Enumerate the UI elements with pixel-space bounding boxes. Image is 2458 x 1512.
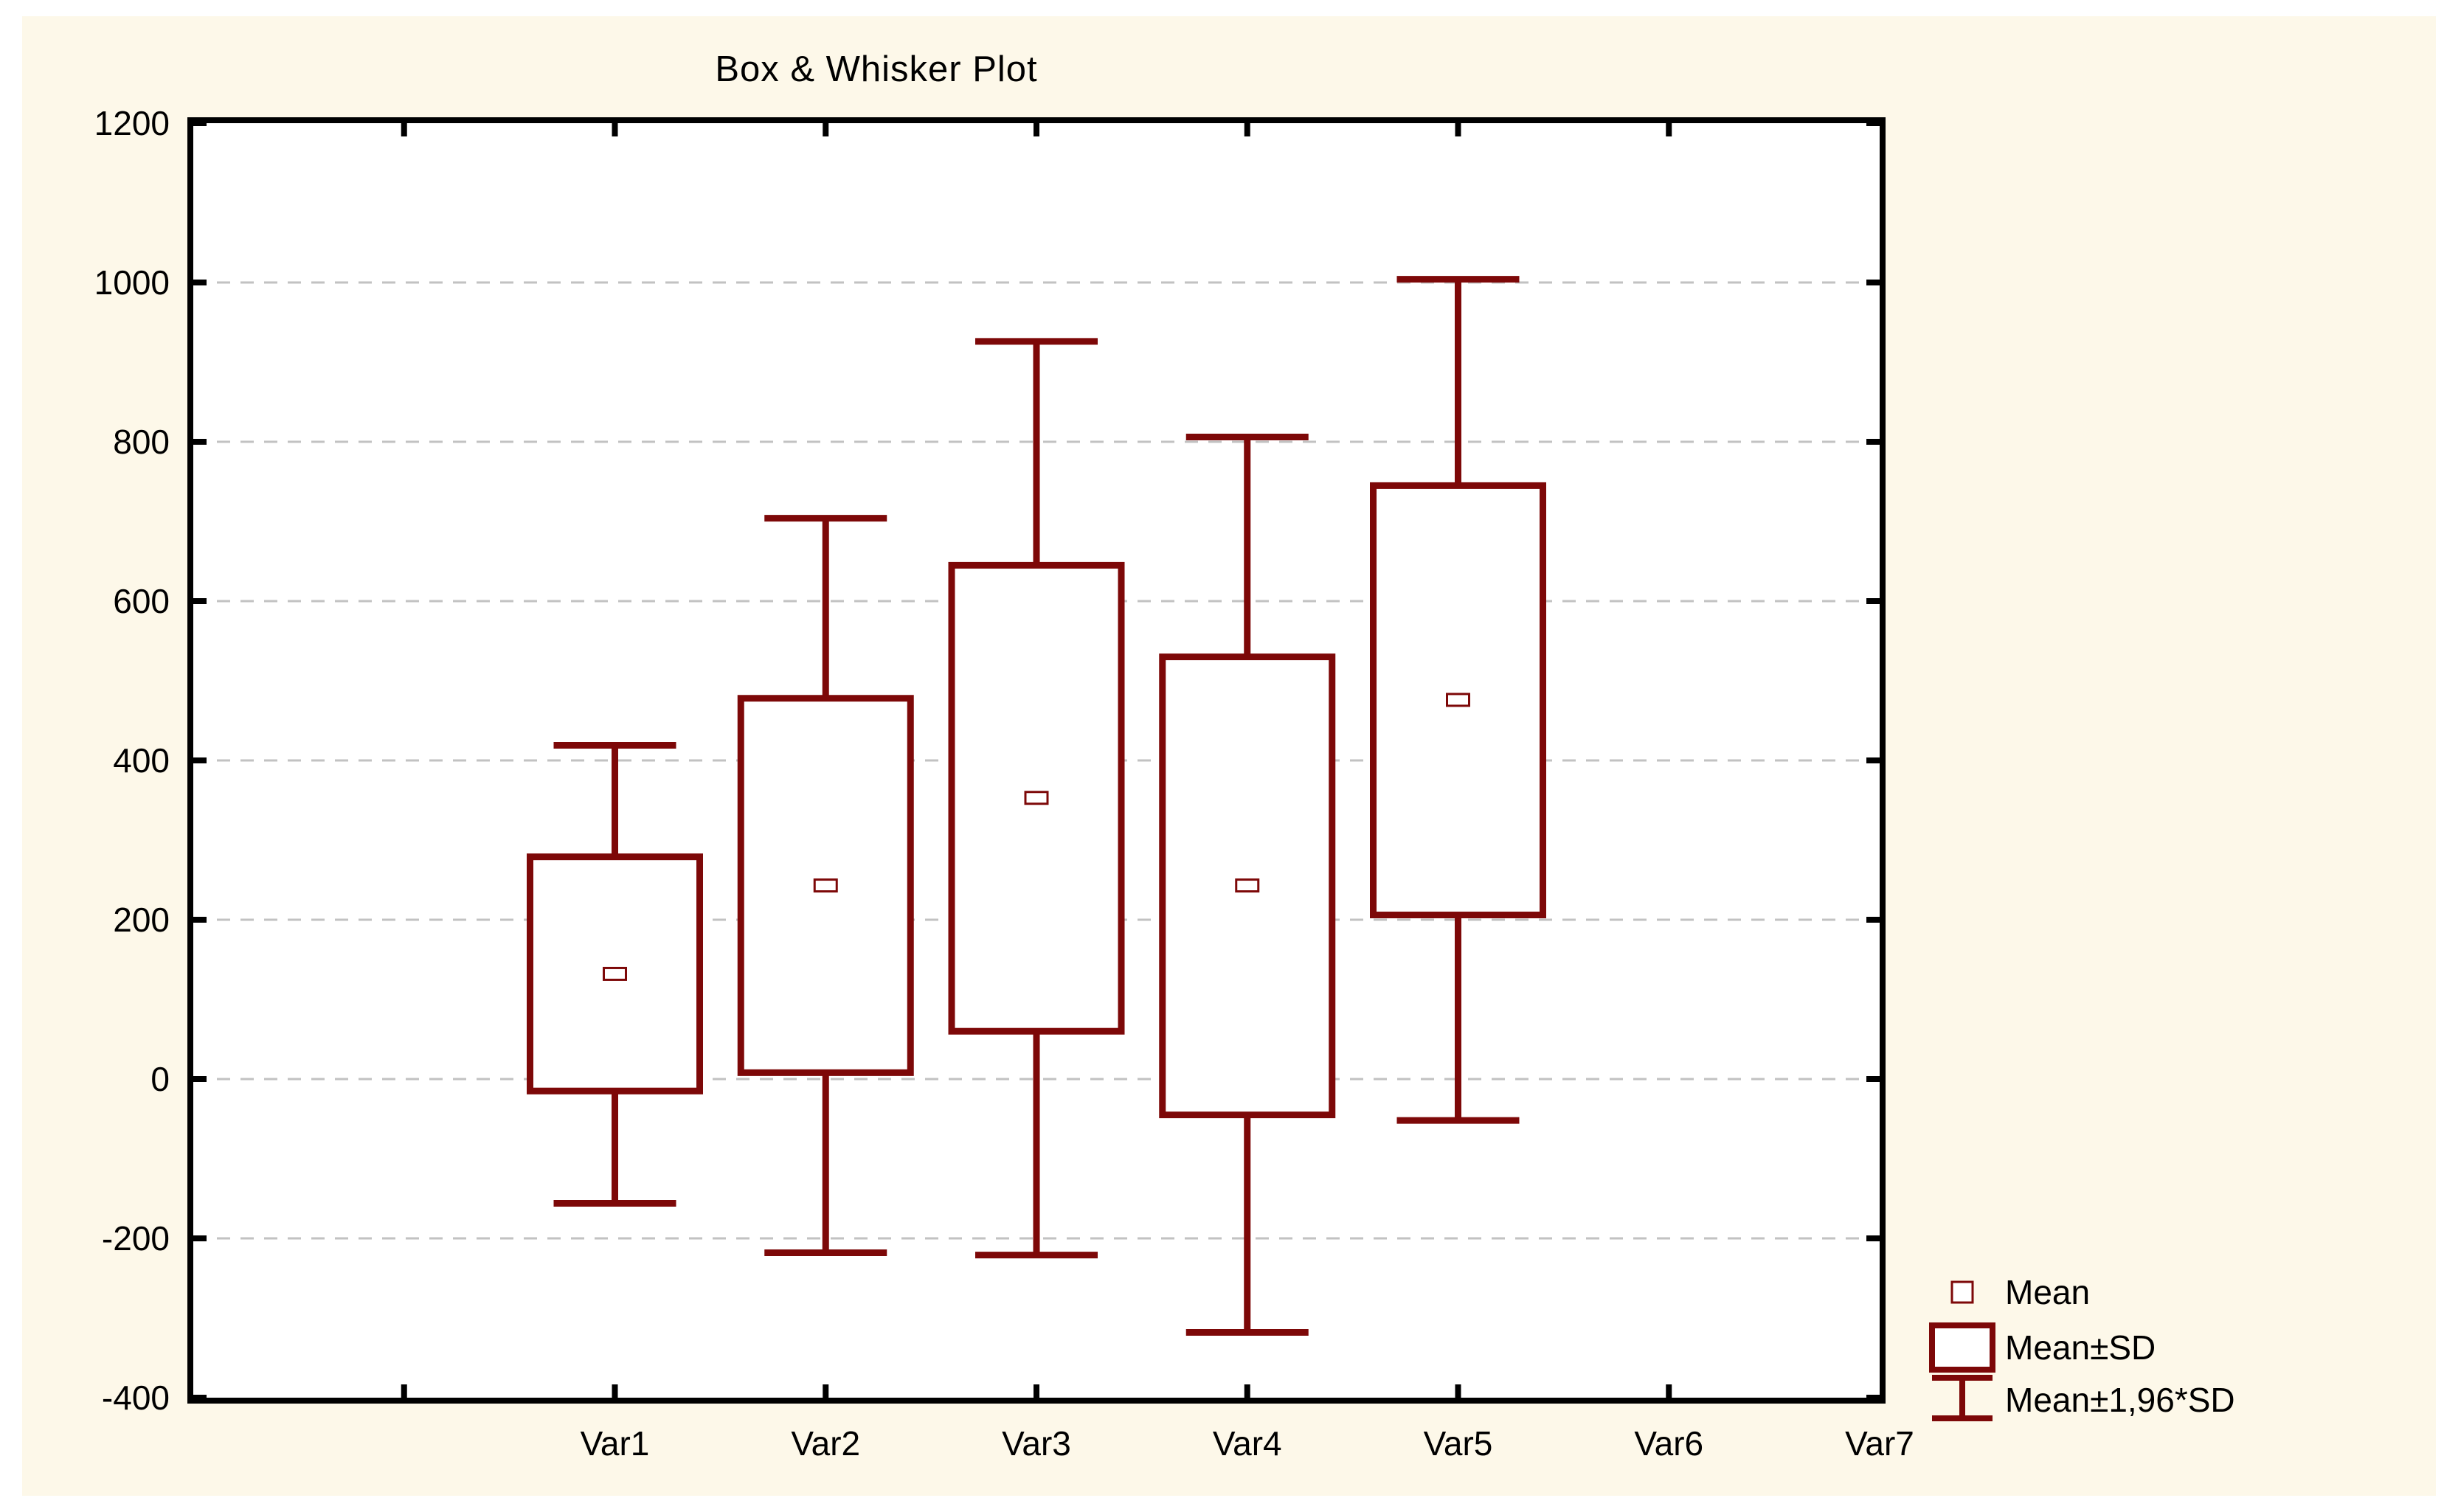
mean-marker [603,966,627,981]
y-tick-label: -400 [101,1379,170,1417]
box-plot-var1 [527,741,703,1207]
legend-mean-square-icon [1950,1280,1974,1304]
x-category-label-var1: Var1 [580,1424,650,1463]
x-category-label-var2: Var2 [791,1424,861,1463]
y-tick-label: 0 [150,1060,170,1098]
y-tick-label: 1200 [94,104,170,142]
legend-label-mean-sd: Mean±SD [2005,1328,2156,1367]
plot-canvas [193,123,1880,1398]
y-tick-label: 600 [113,582,170,620]
box-plot-var4 [1159,434,1336,1336]
y-tick-label: 200 [113,901,170,939]
mean-marker [1235,878,1260,893]
legend-label-mean: Mean [2005,1273,2091,1311]
y-tick-label: 400 [113,741,170,780]
legend-glyphs [1929,1280,1995,1421]
mean-marker [1024,791,1049,805]
x-category-label-var5: Var5 [1423,1424,1493,1463]
legend-sd-box-icon [1929,1322,1995,1373]
box-plot-var2 [737,515,914,1256]
x-category-label-var4: Var4 [1212,1424,1282,1463]
legend-label-mean-196-sd: Mean±1,96*SD [2005,1381,2235,1419]
chart-title: Box & Whisker Plot [715,49,1038,89]
mean-marker [813,878,838,893]
x-category-label-var3: Var3 [1002,1424,1071,1463]
box-plot-var5 [1370,276,1546,1124]
box-plot-var3 [948,338,1125,1259]
y-tick-label: 1000 [94,263,170,302]
x-category-label-var7: Var7 [1845,1424,1914,1463]
y-tick-label: 800 [113,423,170,461]
y-tick-label: -200 [101,1219,170,1258]
x-category-label-var6: Var6 [1634,1424,1704,1463]
mean-marker [1446,693,1470,707]
legend-whisker-icon [1932,1375,1993,1421]
